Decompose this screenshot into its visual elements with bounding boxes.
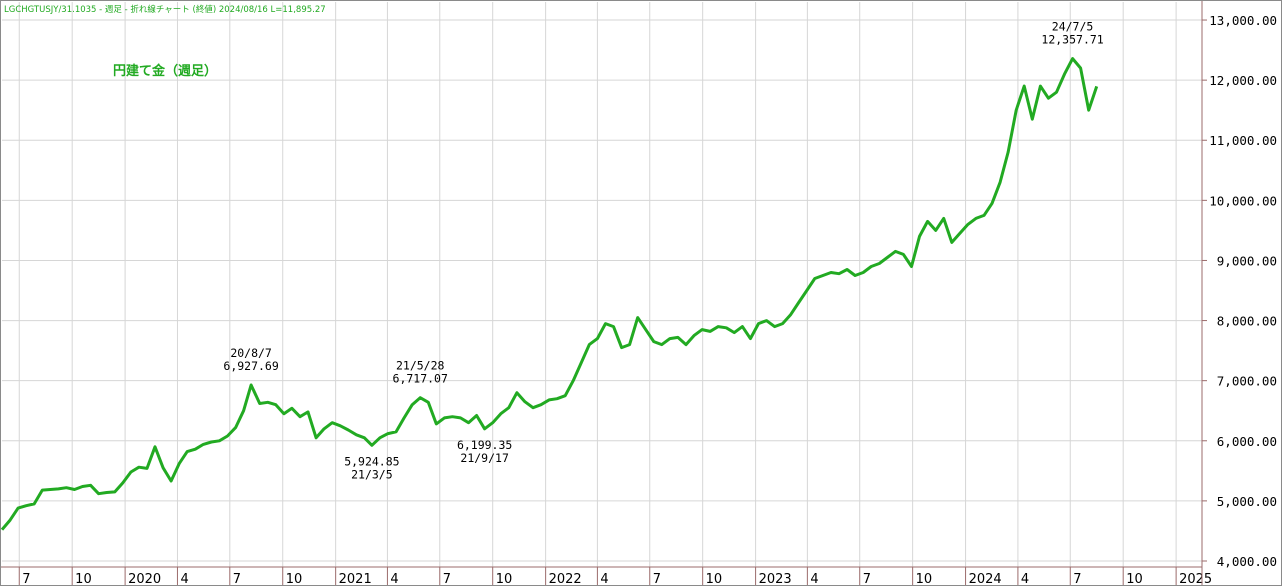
y-tick-label: 4,000.00: [1217, 554, 1277, 569]
x-tick-label: 2023: [759, 572, 792, 587]
y-tick-label: 7,000.00: [1217, 374, 1277, 389]
x-tick-label: 7: [653, 572, 661, 587]
annotation-label: 6,199.35: [457, 438, 512, 452]
annotation-label: 21/5/28: [396, 359, 445, 373]
x-tick-label: 10: [1126, 572, 1143, 587]
x-tick-label: 10: [496, 572, 513, 587]
annotation-label: 5,924.85: [344, 454, 399, 468]
y-tick-label: 10,000.00: [1209, 193, 1277, 208]
price-line: [1, 57, 1099, 531]
x-tick-label: 2021: [339, 572, 372, 587]
annotation-label: 6,717.07: [393, 372, 448, 386]
x-tick-label: 4: [600, 572, 608, 587]
x-tick-label: 7: [22, 572, 30, 587]
annotations: 20/8/76,927.69 21/5/286,717.075,924.8521/…: [223, 20, 1103, 482]
y-tick-label: 13,000.00: [1209, 13, 1277, 28]
chart-title: 円建て金（週足）: [113, 63, 217, 79]
x-tick-label: 10: [75, 572, 92, 587]
x-tick-label: 7: [1073, 572, 1081, 587]
price-line-layer: [1, 57, 1099, 531]
annotation-label: 21/9/17: [460, 451, 509, 465]
x-tick-label: 7: [863, 572, 871, 587]
x-tick-label: 7: [443, 572, 451, 587]
y-tick-label: 9,000.00: [1217, 253, 1277, 268]
annotation-label: 21/3/5: [351, 467, 393, 481]
annotation-label: 12,357.71: [1041, 33, 1103, 47]
x-tick-label: 10: [916, 572, 933, 587]
x-tick-label: 4: [810, 572, 818, 587]
x-tick-label: 7: [233, 572, 241, 587]
x-tick-label: 2025: [1179, 572, 1212, 587]
annotation-label: 24/7/5: [1052, 20, 1094, 34]
y-tick-label: 8,000.00: [1217, 314, 1277, 329]
x-tick-label: 4: [390, 572, 398, 587]
x-tick-label: 10: [706, 572, 723, 587]
annotation-label: 20/8/7: [230, 346, 272, 360]
x-tick-label: 2024: [969, 572, 1002, 587]
y-tick-label: 6,000.00: [1217, 434, 1277, 449]
x-tick-label: 2020: [128, 572, 161, 587]
y-tick-label: 11,000.00: [1209, 133, 1277, 148]
x-tick-label: 10: [286, 572, 303, 587]
chart-header: LGCHGTUSJY/31.1035 - 週足 - 折れ線チャート (終値) 2…: [4, 4, 326, 15]
x-tick-label: 4: [1021, 572, 1029, 587]
x-tick-label: 4: [180, 572, 188, 587]
x-tick-label: 2022: [549, 572, 582, 587]
y-tick-label: 12,000.00: [1209, 73, 1277, 88]
y-tick-label: 5,000.00: [1217, 494, 1277, 509]
annotation-label: 6,927.69: [223, 359, 278, 373]
grid-lines: [2, 2, 1202, 567]
